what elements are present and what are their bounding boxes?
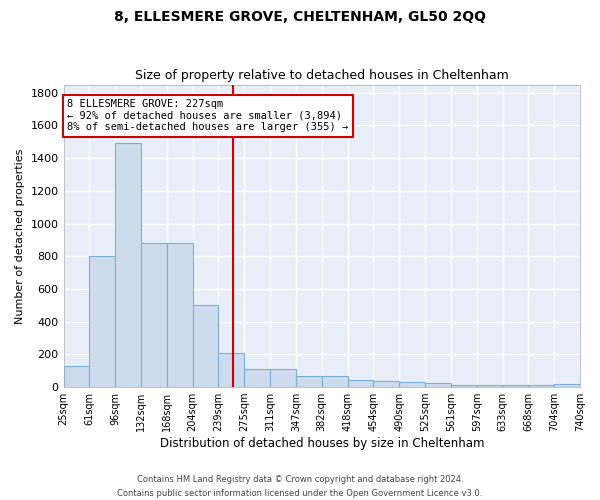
X-axis label: Distribution of detached houses by size in Cheltenham: Distribution of detached houses by size …: [160, 437, 484, 450]
Text: Contains HM Land Registry data © Crown copyright and database right 2024.
Contai: Contains HM Land Registry data © Crown c…: [118, 476, 482, 498]
Bar: [477, 386, 503, 387]
Bar: [322, 376, 347, 387]
Bar: [554, 384, 580, 387]
Bar: [529, 386, 554, 387]
Text: 8 ELLESMERE GROVE: 227sqm
← 92% of detached houses are smaller (3,894)
8% of sem: 8 ELLESMERE GROVE: 227sqm ← 92% of detac…: [67, 100, 349, 132]
Title: Size of property relative to detached houses in Cheltenham: Size of property relative to detached ho…: [135, 69, 509, 82]
Bar: [64, 366, 89, 387]
Bar: [167, 243, 193, 387]
Bar: [451, 386, 477, 387]
Bar: [399, 382, 425, 387]
Bar: [503, 386, 529, 387]
Bar: [89, 256, 115, 387]
Bar: [193, 306, 218, 387]
Bar: [218, 352, 244, 387]
Bar: [244, 369, 270, 387]
Bar: [373, 382, 399, 387]
Bar: [296, 376, 322, 387]
Text: 8, ELLESMERE GROVE, CHELTENHAM, GL50 2QQ: 8, ELLESMERE GROVE, CHELTENHAM, GL50 2QQ: [114, 10, 486, 24]
Bar: [270, 369, 296, 387]
Y-axis label: Number of detached properties: Number of detached properties: [15, 148, 25, 324]
Bar: [347, 380, 373, 387]
Bar: [425, 383, 451, 387]
Bar: [115, 144, 141, 387]
Bar: [141, 243, 167, 387]
